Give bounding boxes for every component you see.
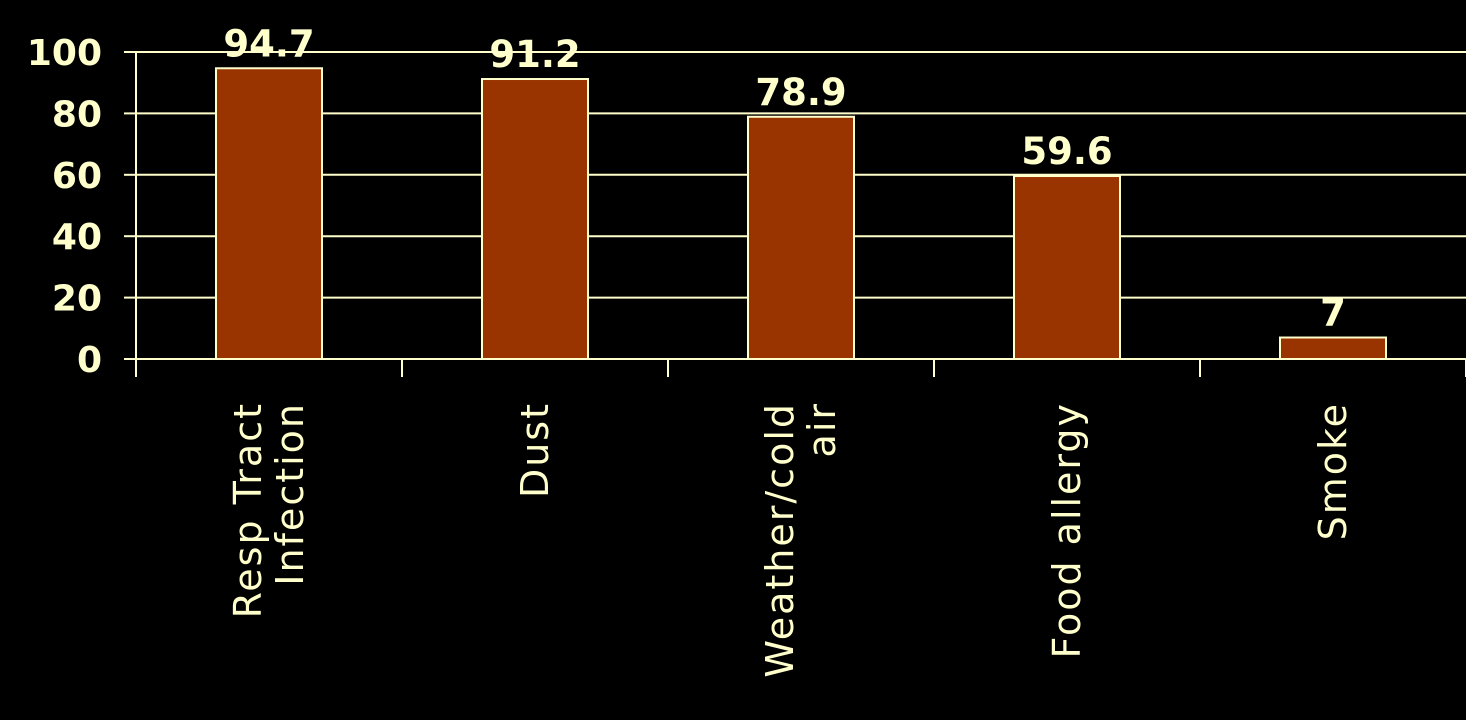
x-category-label: Weather/cold: [758, 402, 802, 678]
category-label: Food allergy: [1045, 402, 1089, 659]
y-tick-label: 40: [52, 217, 102, 258]
y-tick-label: 60: [52, 156, 102, 197]
y-tick-label: 20: [52, 279, 102, 320]
x-category-label: Dust: [513, 402, 557, 498]
x-category-label: Resp Tract: [226, 402, 270, 618]
bar: [215, 67, 323, 360]
bar: [1279, 336, 1387, 361]
x-category-label: Infection: [268, 402, 312, 586]
category-label: Smoke: [1311, 402, 1355, 540]
data-label: 94.7: [223, 22, 314, 65]
y-tick-label: 0: [77, 340, 102, 381]
x-category-label: Smoke: [1311, 402, 1355, 540]
data-label: 7: [1320, 292, 1346, 335]
bar: [481, 78, 589, 361]
data-label: 78.9: [755, 71, 846, 114]
category-label: Dust: [513, 402, 557, 498]
data-label: 59.6: [1021, 130, 1112, 173]
x-category-label: air: [800, 402, 844, 457]
data-label: 91.2: [489, 33, 580, 76]
bar: [747, 115, 855, 361]
x-category-label: Food allergy: [1045, 402, 1089, 659]
bar: [1013, 175, 1121, 360]
y-tick-label: 100: [27, 33, 102, 74]
y-tick-label: 80: [52, 94, 102, 135]
